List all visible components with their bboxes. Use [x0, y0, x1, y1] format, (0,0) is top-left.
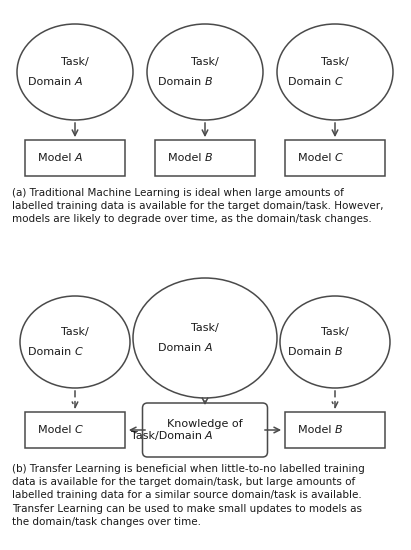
Text: Domain: Domain	[28, 347, 75, 357]
Text: Task/: Task/	[61, 57, 89, 67]
Text: Model: Model	[38, 153, 75, 163]
Text: (b) Transfer Learning is beneficial when little-to-no labelled training
data is : (b) Transfer Learning is beneficial when…	[12, 464, 365, 527]
Text: Domain: Domain	[158, 77, 205, 87]
Ellipse shape	[20, 296, 130, 388]
Text: Model: Model	[38, 425, 75, 435]
Text: B: B	[335, 425, 343, 435]
Bar	[25, 140, 125, 176]
Bar	[155, 140, 255, 176]
Text: Domain: Domain	[288, 347, 335, 357]
Ellipse shape	[280, 296, 390, 388]
Text: A: A	[205, 343, 212, 353]
Bar	[25, 412, 125, 448]
Ellipse shape	[277, 24, 393, 120]
Text: Domain: Domain	[158, 343, 205, 353]
FancyBboxPatch shape	[143, 403, 268, 457]
Bar	[285, 140, 385, 176]
Text: B: B	[205, 153, 212, 163]
Text: (a) Traditional Machine Learning is ideal when large amounts of
labelled trainin: (a) Traditional Machine Learning is idea…	[12, 188, 383, 224]
Text: C: C	[335, 153, 343, 163]
Text: Domain: Domain	[28, 77, 75, 87]
Text: A: A	[75, 77, 83, 87]
Text: Task/: Task/	[191, 323, 219, 333]
Bar	[285, 412, 385, 448]
Text: C: C	[75, 347, 83, 357]
Text: Task/: Task/	[191, 57, 219, 67]
Text: Knowledge of: Knowledge of	[167, 419, 243, 429]
Text: Task/Domain: Task/Domain	[131, 431, 205, 441]
Ellipse shape	[133, 278, 277, 398]
Text: A: A	[205, 431, 212, 441]
Text: Task/: Task/	[61, 327, 89, 337]
Text: Model: Model	[298, 153, 335, 163]
Text: B: B	[335, 347, 343, 357]
Text: Model: Model	[298, 425, 335, 435]
Text: Task/: Task/	[321, 57, 349, 67]
Text: C: C	[75, 425, 83, 435]
Ellipse shape	[17, 24, 133, 120]
Text: C: C	[335, 77, 343, 87]
Text: Task/: Task/	[321, 327, 349, 337]
Text: Model: Model	[168, 153, 205, 163]
Text: B: B	[205, 77, 212, 87]
Text: A: A	[75, 153, 83, 163]
Text: Domain: Domain	[288, 77, 335, 87]
Ellipse shape	[147, 24, 263, 120]
